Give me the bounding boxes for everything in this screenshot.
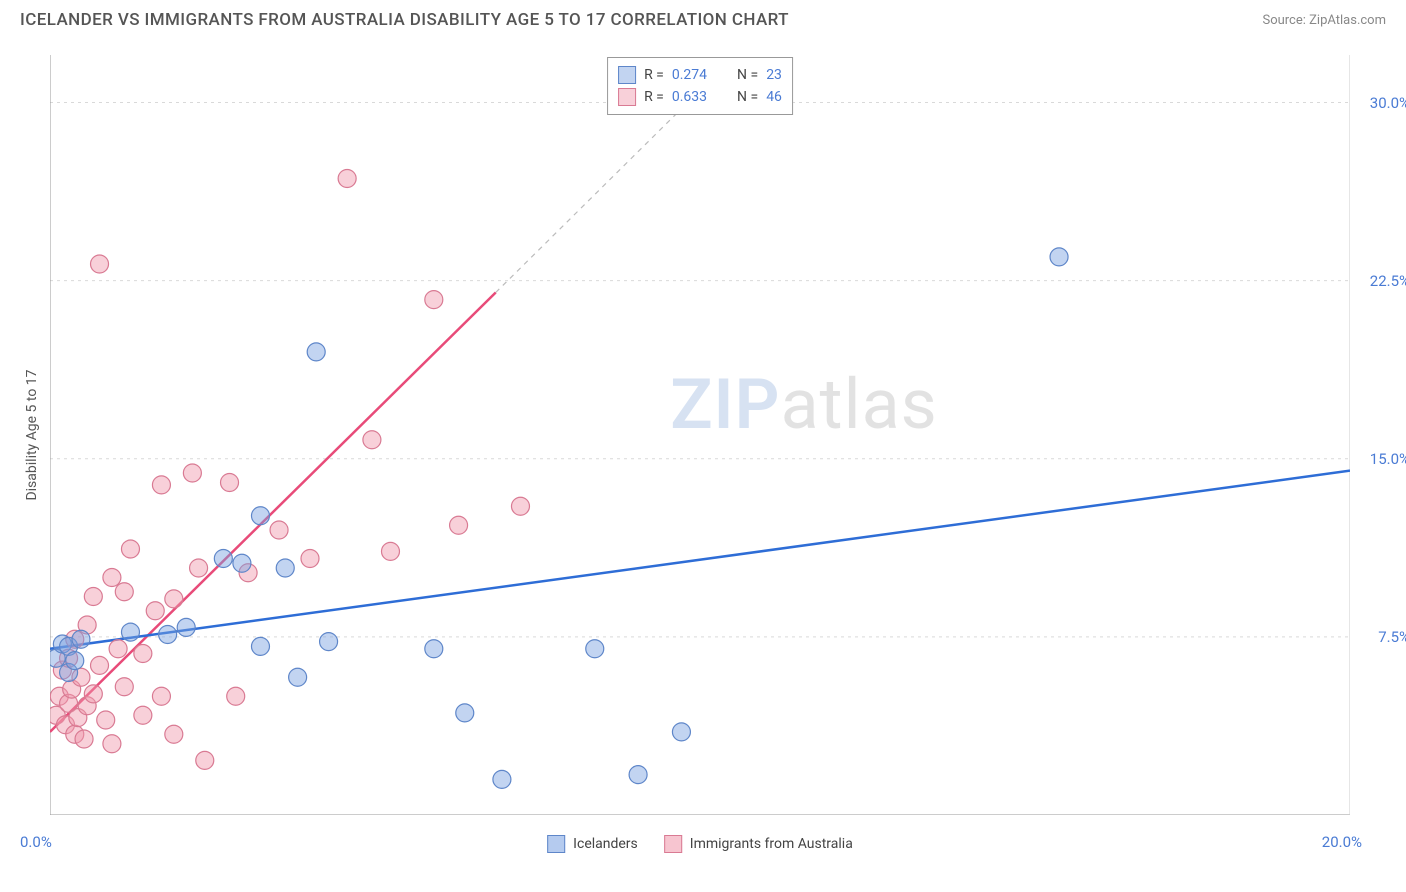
stat-R-label: R = <box>644 89 664 105</box>
stat-N-value: 23 <box>766 67 782 83</box>
bottom-legend-label: Icelanders <box>573 836 638 852</box>
stat-N-label: N = <box>737 67 758 83</box>
source-text: Source: ZipAtlas.com <box>1262 13 1386 28</box>
bottom-legend: Icelanders Immigrants from Australia <box>547 835 853 853</box>
y-axis-label: Disability Age 5 to 17 <box>24 369 40 500</box>
y-tick-label: 22.5% <box>1370 272 1406 290</box>
bottom-legend-item: Immigrants from Australia <box>664 835 853 853</box>
stats-legend-row: R = 0.633 N = 46 <box>618 86 782 108</box>
x-axis-start-label: 0.0% <box>20 833 52 851</box>
bottom-legend-item: Icelanders <box>547 835 638 853</box>
legend-swatch <box>618 88 636 106</box>
title-bar: ICELANDER VS IMMIGRANTS FROM AUSTRALIA D… <box>0 0 1406 36</box>
stats-legend: R = 0.274 N = 23 R = 0.633 N = 46 <box>607 57 793 115</box>
bottom-legend-label: Immigrants from Australia <box>690 836 853 852</box>
legend-swatch <box>664 835 682 853</box>
scatter-plot <box>50 55 1350 815</box>
y-tick-label: 15.0% <box>1370 450 1406 468</box>
chart-title: ICELANDER VS IMMIGRANTS FROM AUSTRALIA D… <box>20 10 789 30</box>
x-axis-end-label: 20.0% <box>1322 833 1362 851</box>
y-tick-label: 7.5% <box>1378 628 1406 646</box>
stat-N-value: 46 <box>766 89 782 105</box>
stat-N-label: N = <box>737 89 758 105</box>
stats-legend-row: R = 0.274 N = 23 <box>618 64 782 86</box>
stat-R-label: R = <box>644 67 664 83</box>
chart-area: Disability Age 5 to 17 ZIPatlas R =0.274… <box>50 55 1350 815</box>
legend-swatch <box>547 835 565 853</box>
stat-R-value: 0.274 <box>672 67 707 83</box>
y-tick-label: 30.0% <box>1370 94 1406 112</box>
legend-swatch <box>618 66 636 84</box>
stat-R-value: 0.633 <box>672 89 707 105</box>
